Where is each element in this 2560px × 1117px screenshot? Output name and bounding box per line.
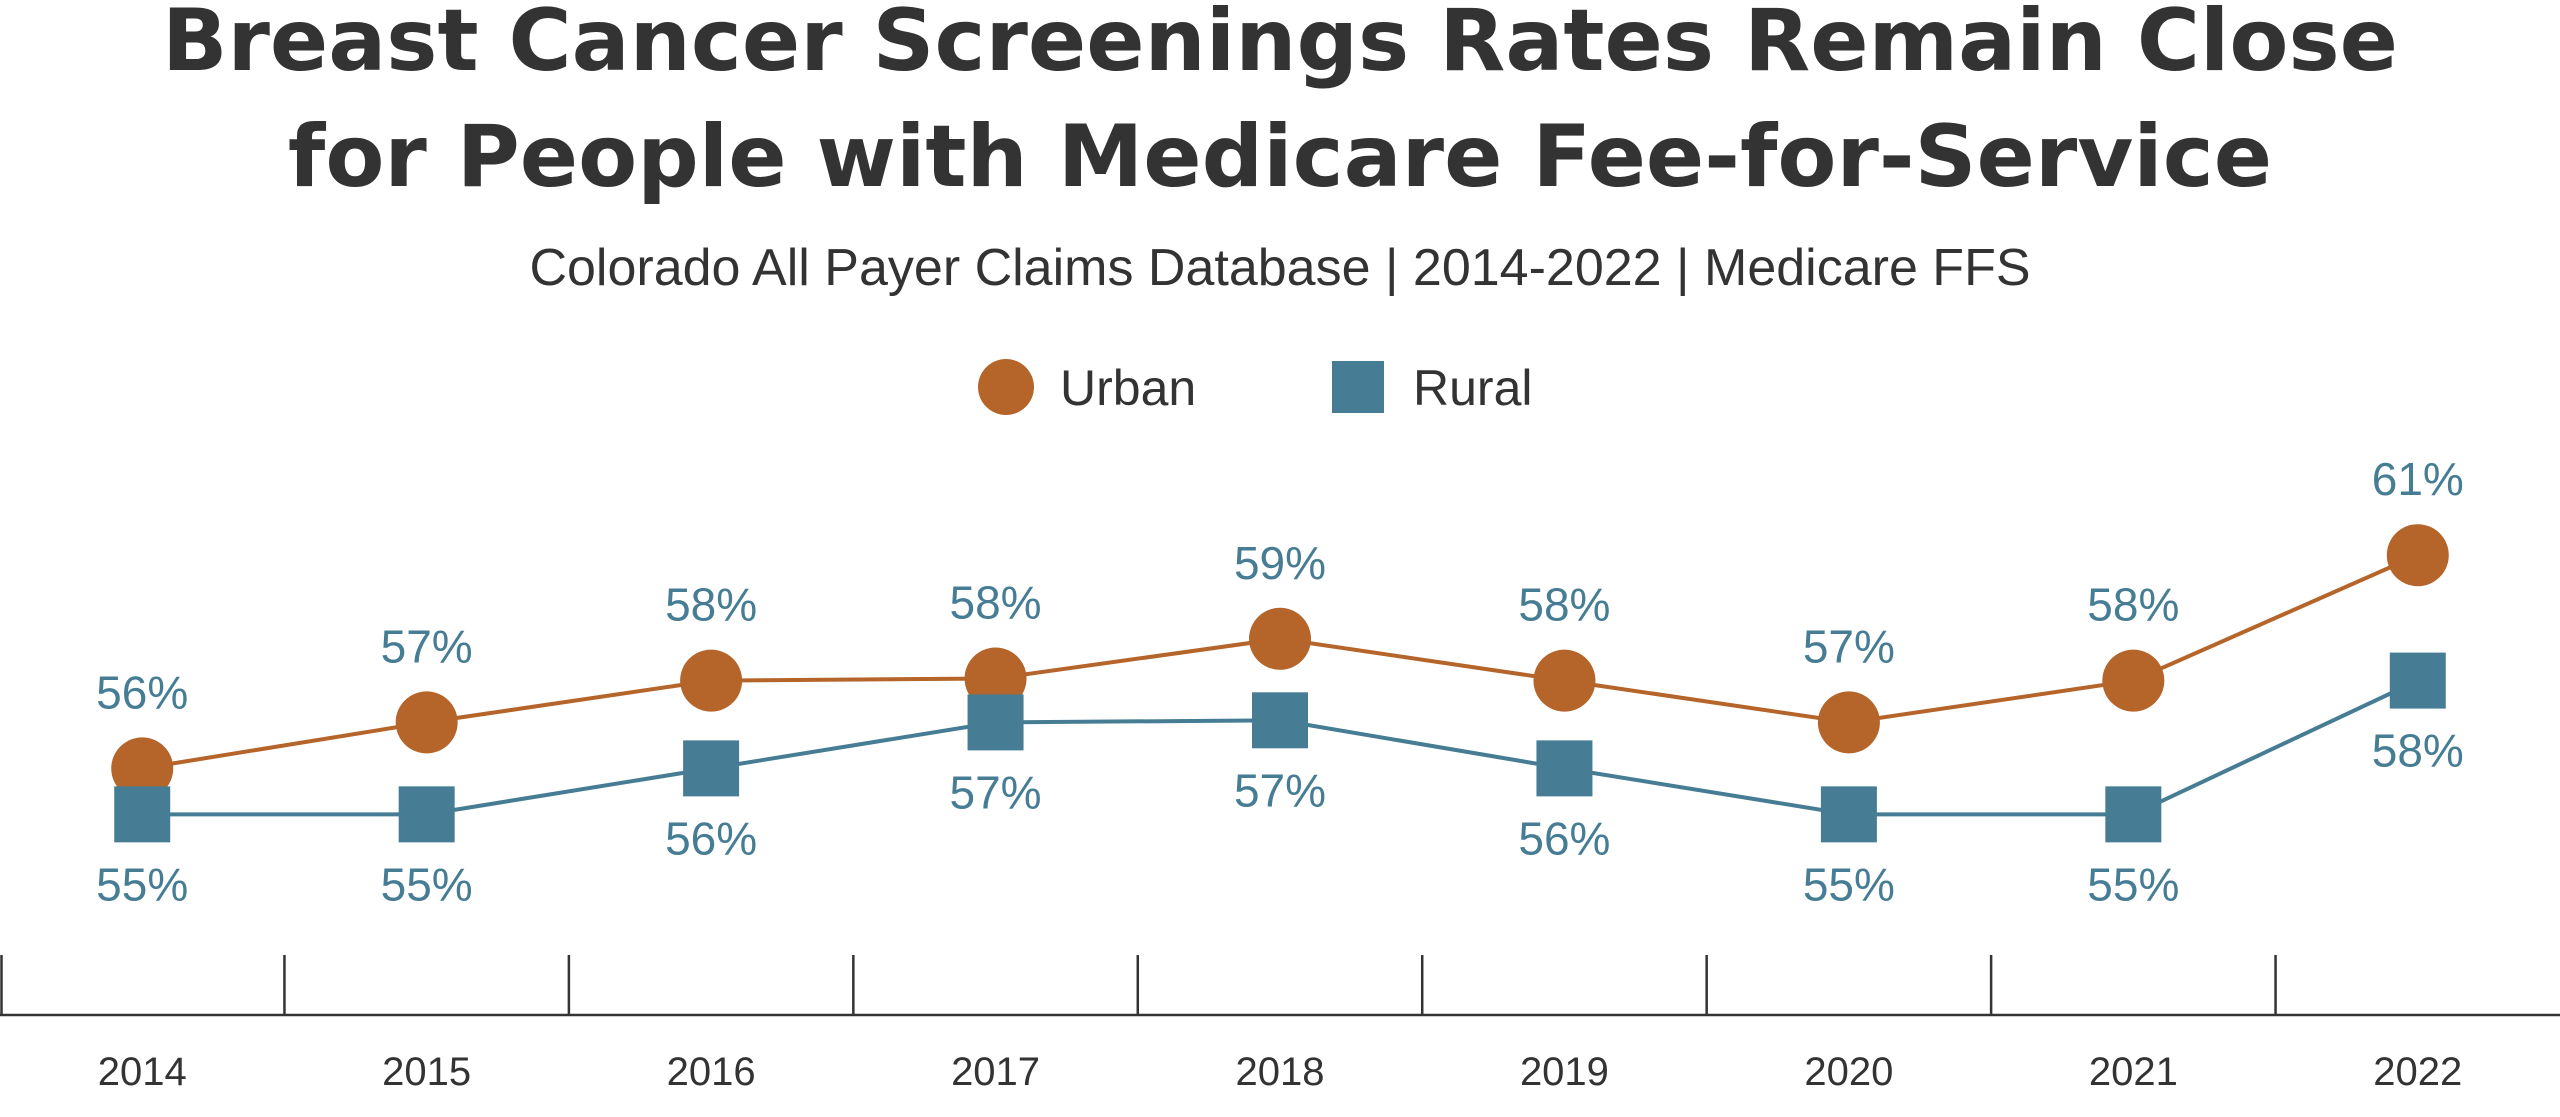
data-point-urban	[680, 649, 743, 712]
x-tick-label: 2022	[2373, 1050, 2462, 1094]
plot-area: 56% 57% 58% 58% 59% 58% 57% 58% 61% 55% 55% 56% 57% 5…	[96, 453, 2464, 910]
data-point-urban	[1249, 607, 1311, 670]
data-label-urban: 56%	[96, 666, 188, 718]
data-point-rural	[398, 786, 455, 843]
data-label-rural: 57%	[950, 766, 1042, 818]
x-tick-label: 2021	[2089, 1050, 2178, 1094]
x-tick-label: 2014	[98, 1050, 187, 1094]
data-label-urban: 58%	[950, 577, 1042, 629]
data-label-urban: 57%	[381, 620, 473, 672]
data-point-urban	[1533, 649, 1596, 712]
data-point-urban	[2102, 649, 2165, 712]
data-point-rural	[114, 786, 171, 843]
x-tick-label: 2016	[667, 1050, 756, 1094]
data-label-rural: 55%	[2087, 858, 2179, 910]
data-label-urban: 58%	[1518, 579, 1610, 631]
data-label-rural: 58%	[2372, 725, 2464, 777]
data-label-rural: 55%	[96, 858, 188, 910]
data-label-urban: 57%	[1803, 620, 1895, 672]
data-point-urban	[111, 737, 174, 800]
data-label-urban: 59%	[1234, 537, 1326, 589]
data-point-rural	[683, 740, 740, 797]
x-tick-label: 2018	[1236, 1050, 1325, 1094]
legend-label-rural: Rural	[1413, 360, 1532, 416]
data-point-rural	[1820, 786, 1877, 843]
legend: Urban Rural	[978, 359, 1532, 416]
legend-marker-rural	[1332, 361, 1384, 413]
data-label-rural: 55%	[381, 858, 473, 910]
data-label-rural: 55%	[1803, 858, 1895, 910]
data-label-rural: 57%	[1234, 764, 1326, 816]
legend-label-urban: Urban	[1060, 360, 1196, 416]
data-point-rural	[967, 694, 1024, 751]
x-axis: 2014 2015 2016 2017 2018 2019 2020 2021 2022	[0, 955, 2560, 1094]
data-point-urban	[964, 647, 1027, 710]
x-tick-label: 2019	[1520, 1050, 1609, 1094]
chart-subtitle: Colorado All Payer Claims Database | 201…	[529, 239, 2030, 297]
legend-marker-urban	[978, 359, 1034, 415]
data-point-urban	[395, 691, 458, 754]
data-label-rural: 56%	[665, 812, 757, 864]
data-label-rural: 56%	[1518, 812, 1610, 864]
data-label-urban: 58%	[665, 579, 757, 631]
chart-title-line-1: Breast Cancer Screenings Rates Remain Cl…	[162, 0, 2398, 91]
data-label-urban: 58%	[2087, 579, 2179, 631]
x-tick-label: 2020	[1804, 1050, 1893, 1094]
data-point-rural	[2105, 786, 2162, 843]
data-point-rural	[1252, 692, 1308, 749]
x-tick-label: 2015	[382, 1050, 471, 1094]
data-label-urban: 61%	[2372, 453, 2464, 505]
x-tick-label: 2017	[951, 1050, 1040, 1094]
chart-title-line-2: for People with Medicare Fee-for-Service	[288, 107, 2272, 207]
data-point-rural	[2389, 652, 2446, 709]
data-point-rural	[1536, 740, 1593, 797]
data-point-urban	[2386, 524, 2449, 587]
data-point-urban	[1817, 691, 1880, 754]
